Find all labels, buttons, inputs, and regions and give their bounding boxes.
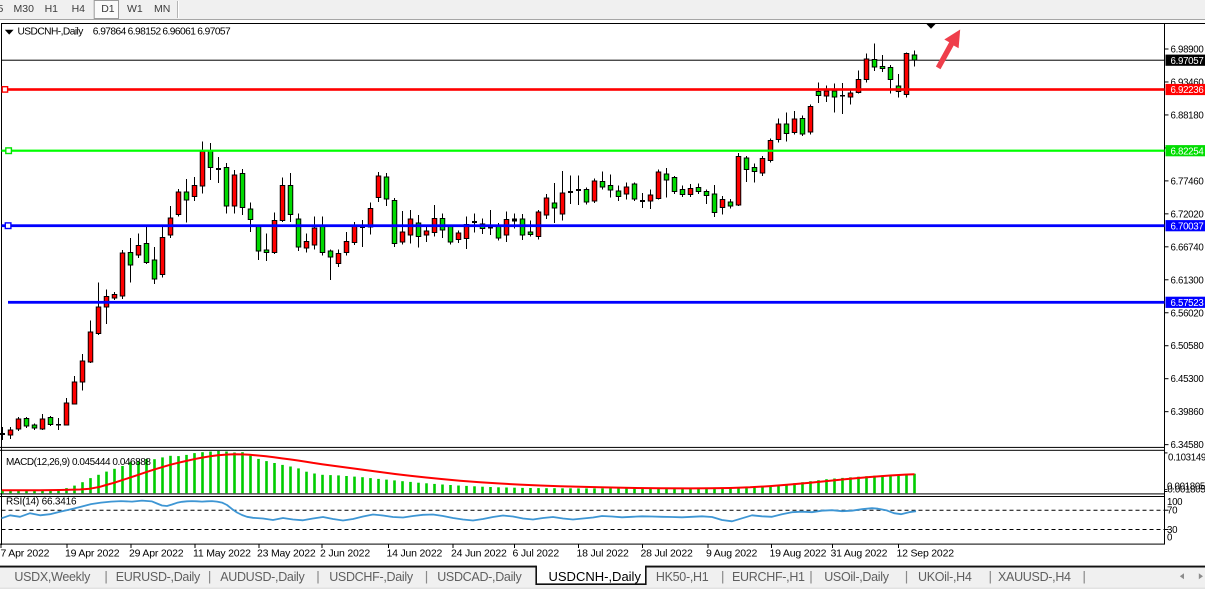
svg-text:18 Jul 2022: 18 Jul 2022 — [577, 548, 629, 560]
svg-text:6.77460: 6.77460 — [1171, 176, 1205, 187]
svg-text:7 Apr 2022: 7 Apr 2022 — [1, 548, 50, 560]
svg-text:6.57523: 6.57523 — [1171, 298, 1204, 309]
svg-text:EURUSD-,Daily: EURUSD-,Daily — [116, 570, 201, 584]
svg-text:UKOil-,H4: UKOil-,H4 — [918, 570, 972, 584]
svg-text:6 Jul 2022: 6 Jul 2022 — [513, 548, 560, 560]
svg-text:6.82254: 6.82254 — [1171, 146, 1205, 157]
svg-text:AUDUSD-,Daily: AUDUSD-,Daily — [220, 570, 305, 584]
svg-text:6.88180: 6.88180 — [1171, 110, 1205, 121]
svg-text:-0.001805: -0.001805 — [1165, 485, 1205, 496]
svg-text:6.66740: 6.66740 — [1171, 242, 1205, 253]
svg-text:2 Jun 2022: 2 Jun 2022 — [320, 548, 370, 560]
svg-text:31 Aug 2022: 31 Aug 2022 — [831, 548, 888, 560]
svg-text:XAUUSD-,H4: XAUUSD-,H4 — [998, 570, 1071, 584]
svg-text:23 May 2022: 23 May 2022 — [257, 548, 316, 560]
svg-text:H1: H1 — [45, 3, 59, 15]
svg-text:6.96061: 6.96061 — [162, 27, 196, 38]
svg-text:H4: H4 — [72, 3, 86, 15]
svg-text:EURCHF-,H1: EURCHF-,H1 — [732, 570, 805, 584]
svg-text:24 Jun 2022: 24 Jun 2022 — [451, 548, 507, 560]
svg-text:6.97864: 6.97864 — [93, 27, 127, 38]
svg-text:MACD(12,26,9) 0.045444 0.04688: MACD(12,26,9) 0.045444 0.046888 — [6, 457, 151, 468]
svg-text:USDCNH-,Daily: USDCNH-,Daily — [549, 569, 642, 584]
svg-text:70: 70 — [1167, 505, 1178, 516]
svg-text:6.97057: 6.97057 — [197, 27, 231, 38]
svg-text:0: 0 — [1167, 533, 1173, 544]
svg-text:6.92236: 6.92236 — [1171, 85, 1204, 96]
svg-text:6.98152: 6.98152 — [128, 27, 162, 38]
svg-text:MN: MN — [154, 3, 170, 15]
svg-text:28 Jul 2022: 28 Jul 2022 — [641, 548, 693, 560]
svg-text:6.98900: 6.98900 — [1171, 45, 1205, 56]
svg-text:12 Sep 2022: 12 Sep 2022 — [897, 548, 955, 560]
svg-text:M30: M30 — [14, 3, 35, 15]
svg-text:USDX,Weekly: USDX,Weekly — [14, 570, 91, 584]
svg-text:6.39860: 6.39860 — [1171, 407, 1205, 418]
svg-text:11 May 2022: 11 May 2022 — [193, 548, 251, 560]
svg-text:D1: D1 — [101, 3, 115, 15]
svg-text:6.97057: 6.97057 — [1171, 56, 1204, 67]
svg-text:30: 30 — [1167, 525, 1178, 536]
svg-text:6.93460: 6.93460 — [1171, 78, 1205, 89]
svg-text:6.72020: 6.72020 — [1171, 209, 1205, 220]
svg-text:6.45300: 6.45300 — [1171, 374, 1205, 385]
svg-text:0.001805: 0.001805 — [1167, 482, 1205, 493]
svg-text:6.56020: 6.56020 — [1171, 308, 1205, 319]
svg-text:5: 5 — [0, 3, 4, 15]
svg-text:6.70037: 6.70037 — [1171, 221, 1204, 232]
svg-text:W1: W1 — [127, 3, 143, 15]
svg-text:14 Jun 2022: 14 Jun 2022 — [387, 548, 443, 560]
svg-text:RSI(14) 66.3416: RSI(14) 66.3416 — [6, 497, 77, 508]
svg-text:USDCAD-,Daily: USDCAD-,Daily — [437, 570, 522, 584]
svg-text:29 Apr 2022: 29 Apr 2022 — [129, 548, 184, 560]
svg-text:0.103149: 0.103149 — [1168, 453, 1205, 464]
svg-text:100: 100 — [1167, 497, 1183, 508]
svg-text:HK50-,H1: HK50-,H1 — [656, 570, 709, 584]
svg-text:9 Aug 2022: 9 Aug 2022 — [706, 548, 757, 560]
svg-text:USOil-,Daily: USOil-,Daily — [824, 570, 890, 584]
svg-text:USDCNH-,Daily: USDCNH-,Daily — [18, 27, 85, 38]
svg-text:6.50580: 6.50580 — [1171, 341, 1205, 352]
svg-text:19 Apr 2022: 19 Apr 2022 — [65, 548, 120, 560]
svg-text:6.61300: 6.61300 — [1171, 275, 1205, 286]
svg-text:6.34580: 6.34580 — [1171, 440, 1205, 451]
svg-text:19 Aug 2022: 19 Aug 2022 — [770, 548, 827, 560]
svg-text:USDCHF-,Daily: USDCHF-,Daily — [329, 570, 414, 584]
